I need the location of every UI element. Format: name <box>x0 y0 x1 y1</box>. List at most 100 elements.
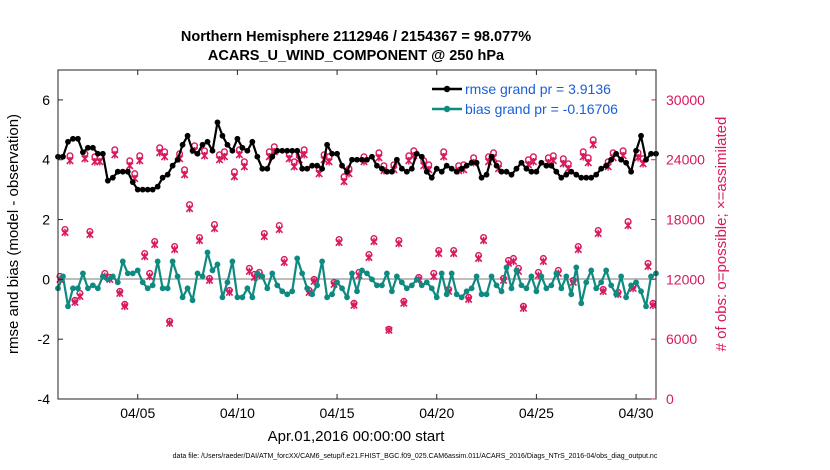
obs-possible-point <box>450 246 458 254</box>
rmse-point <box>468 159 475 166</box>
rmse-point <box>523 165 530 172</box>
rmse-point <box>543 162 550 169</box>
obs-possible-point <box>589 136 597 144</box>
bias-point <box>374 282 380 289</box>
legend: rmse grand pr = 3.9136 bias grand pr = -… <box>427 79 652 121</box>
rmse-point <box>224 141 231 148</box>
rmse-point <box>618 156 625 163</box>
obs-possible-point <box>310 275 318 283</box>
rmse-point <box>578 174 585 181</box>
rmse-point <box>433 165 440 172</box>
rmse-point <box>349 156 355 163</box>
rmse-point <box>94 150 101 157</box>
rmse-point <box>164 171 171 178</box>
bias-point <box>648 273 654 280</box>
rmse-point <box>403 168 410 175</box>
obs-possible-point <box>265 148 273 156</box>
bias-point <box>493 282 500 289</box>
bias-point <box>643 303 649 310</box>
rmse-point <box>603 162 610 169</box>
bias-point <box>628 282 634 289</box>
rmse-point <box>508 171 515 178</box>
rmse-point <box>638 132 644 139</box>
rmse-point <box>503 168 510 175</box>
bias-point <box>393 273 400 280</box>
obs-possible-point <box>71 296 79 304</box>
bias-point <box>299 270 306 277</box>
y-right-tick-label: 18000 <box>666 212 705 228</box>
x-axis-label: Apr.01,2016 00:00:00 start <box>268 428 446 445</box>
bias-point <box>613 291 620 298</box>
bias-point <box>279 288 286 295</box>
obs-possible-point <box>61 226 69 234</box>
bias-point <box>124 270 131 277</box>
obs-possible-point <box>519 302 527 310</box>
rmse-point <box>159 174 166 181</box>
rmse-point <box>398 165 405 172</box>
bias-point <box>289 288 296 295</box>
x-tick-label: 04/20 <box>419 405 454 421</box>
axes-frame <box>57 69 657 400</box>
rmse-point <box>334 150 340 157</box>
rmse-point <box>518 159 525 166</box>
rmse-point <box>119 168 126 175</box>
bias-point <box>159 285 166 292</box>
rmse-point <box>553 168 560 175</box>
bias-point <box>234 294 241 301</box>
rmse-point <box>493 162 500 169</box>
rmse-point <box>533 168 540 175</box>
rmse-point <box>114 168 121 175</box>
obs-possible-point <box>275 222 283 230</box>
bias-point <box>618 273 625 280</box>
bias-point <box>214 261 221 268</box>
obs-possible-point <box>564 160 572 168</box>
bias-point <box>314 282 321 289</box>
axes-background <box>58 70 656 399</box>
bias-point <box>478 291 485 298</box>
rmse-point <box>628 168 634 175</box>
rmse-point <box>169 162 176 169</box>
bias-point <box>114 279 121 286</box>
bias-point <box>423 279 430 286</box>
rmse-point <box>319 165 326 172</box>
rmse-point <box>274 147 281 154</box>
rmse-point <box>184 132 191 139</box>
bias-point <box>149 282 156 289</box>
bias-point <box>109 273 116 280</box>
obs-possible-point <box>225 286 233 294</box>
bias-point <box>523 285 530 292</box>
bias-point <box>184 285 191 292</box>
rmse-point <box>613 150 620 157</box>
rmse-point <box>623 159 629 166</box>
y-left-tick-label: 6 <box>42 92 50 108</box>
obs-possible-point <box>76 289 84 297</box>
obs-possible-point <box>430 269 438 277</box>
obs-possible-point <box>141 249 149 257</box>
bias-point <box>354 288 360 295</box>
y-right-tick-label: 30000 <box>666 92 705 108</box>
rmse-point <box>289 147 296 154</box>
obs-possible-point <box>66 152 74 160</box>
obs-possible-point <box>335 235 343 243</box>
rmse-point <box>179 141 186 148</box>
rmse-point <box>384 168 390 175</box>
obs-possible-point <box>126 157 134 165</box>
rmse-point <box>563 171 570 178</box>
bias-point <box>99 273 106 280</box>
x-tick-label: 04/05 <box>120 405 155 421</box>
obs-possible-point <box>529 153 537 161</box>
rmse-point <box>458 165 465 172</box>
y-left-tick-label: 2 <box>42 212 50 228</box>
y-left-tick-label: -2 <box>38 331 51 347</box>
rmse-point <box>189 147 196 154</box>
bias-point <box>334 279 340 286</box>
rmse-point <box>279 147 286 154</box>
obs-possible-point <box>365 250 373 258</box>
bias-point <box>533 288 540 295</box>
bias-point <box>129 270 136 277</box>
bias-point <box>568 291 575 298</box>
bias-point <box>543 285 550 292</box>
rmse-point <box>139 186 146 193</box>
bias-point <box>329 291 335 298</box>
rmse-point <box>60 153 66 160</box>
